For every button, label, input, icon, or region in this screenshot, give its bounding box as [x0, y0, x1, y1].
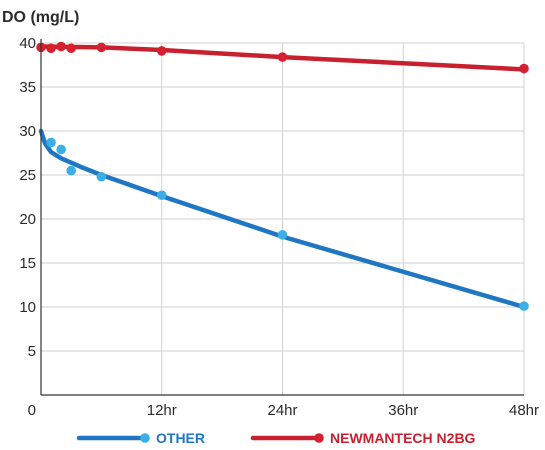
series-group — [38, 128, 529, 311]
data-point — [519, 301, 529, 311]
data-point — [56, 41, 66, 52]
y-axis-title: DO (mg/L) — [2, 9, 79, 26]
axes — [40, 39, 524, 396]
x-tick-label: 0 — [28, 402, 36, 419]
legend-marker — [314, 433, 324, 443]
legend: OTHER NEWMANTECH N2BG — [76, 430, 476, 446]
x-tick-label: 48hr — [509, 402, 539, 419]
legend-item: OTHER — [76, 430, 205, 446]
legend-marker — [140, 433, 150, 443]
data-point — [66, 43, 76, 54]
y-tick-label: 40 — [19, 35, 36, 52]
legend-label: NEWMANTECH N2BG — [330, 430, 476, 446]
series-layer — [36, 41, 529, 311]
grid — [41, 42, 525, 395]
data-point — [56, 144, 66, 155]
data-point — [156, 46, 167, 56]
y-tick-label: 5 — [28, 343, 36, 360]
tick-labels: 5 10 15 20 25 30 35 40 0 12hr 24hr 36hr 48hr — [19, 35, 539, 419]
y-tick-label: 35 — [19, 79, 36, 96]
data-point — [96, 42, 107, 53]
series-line — [38, 128, 527, 310]
x-tick-label: 36hr — [388, 402, 418, 419]
data-point — [46, 137, 56, 148]
legend-label: OTHER — [156, 430, 205, 446]
data-point — [46, 43, 56, 54]
data-point — [96, 171, 107, 182]
data-point — [277, 52, 288, 62]
x-tick-label: 12hr — [147, 402, 177, 419]
data-point — [156, 190, 167, 201]
y-tick-label: 25 — [19, 167, 36, 184]
y-tick-label: 30 — [19, 123, 36, 140]
y-tick-label: 15 — [19, 255, 36, 272]
data-point — [519, 63, 529, 74]
legend-item: NEWMANTECH N2BG — [250, 430, 476, 446]
y-tick-label: 10 — [19, 299, 36, 316]
data-point — [277, 230, 288, 240]
x-tick-label: 24hr — [267, 402, 297, 419]
y-tick-label: 20 — [19, 211, 36, 228]
series-group — [36, 41, 529, 74]
data-point — [66, 165, 76, 176]
